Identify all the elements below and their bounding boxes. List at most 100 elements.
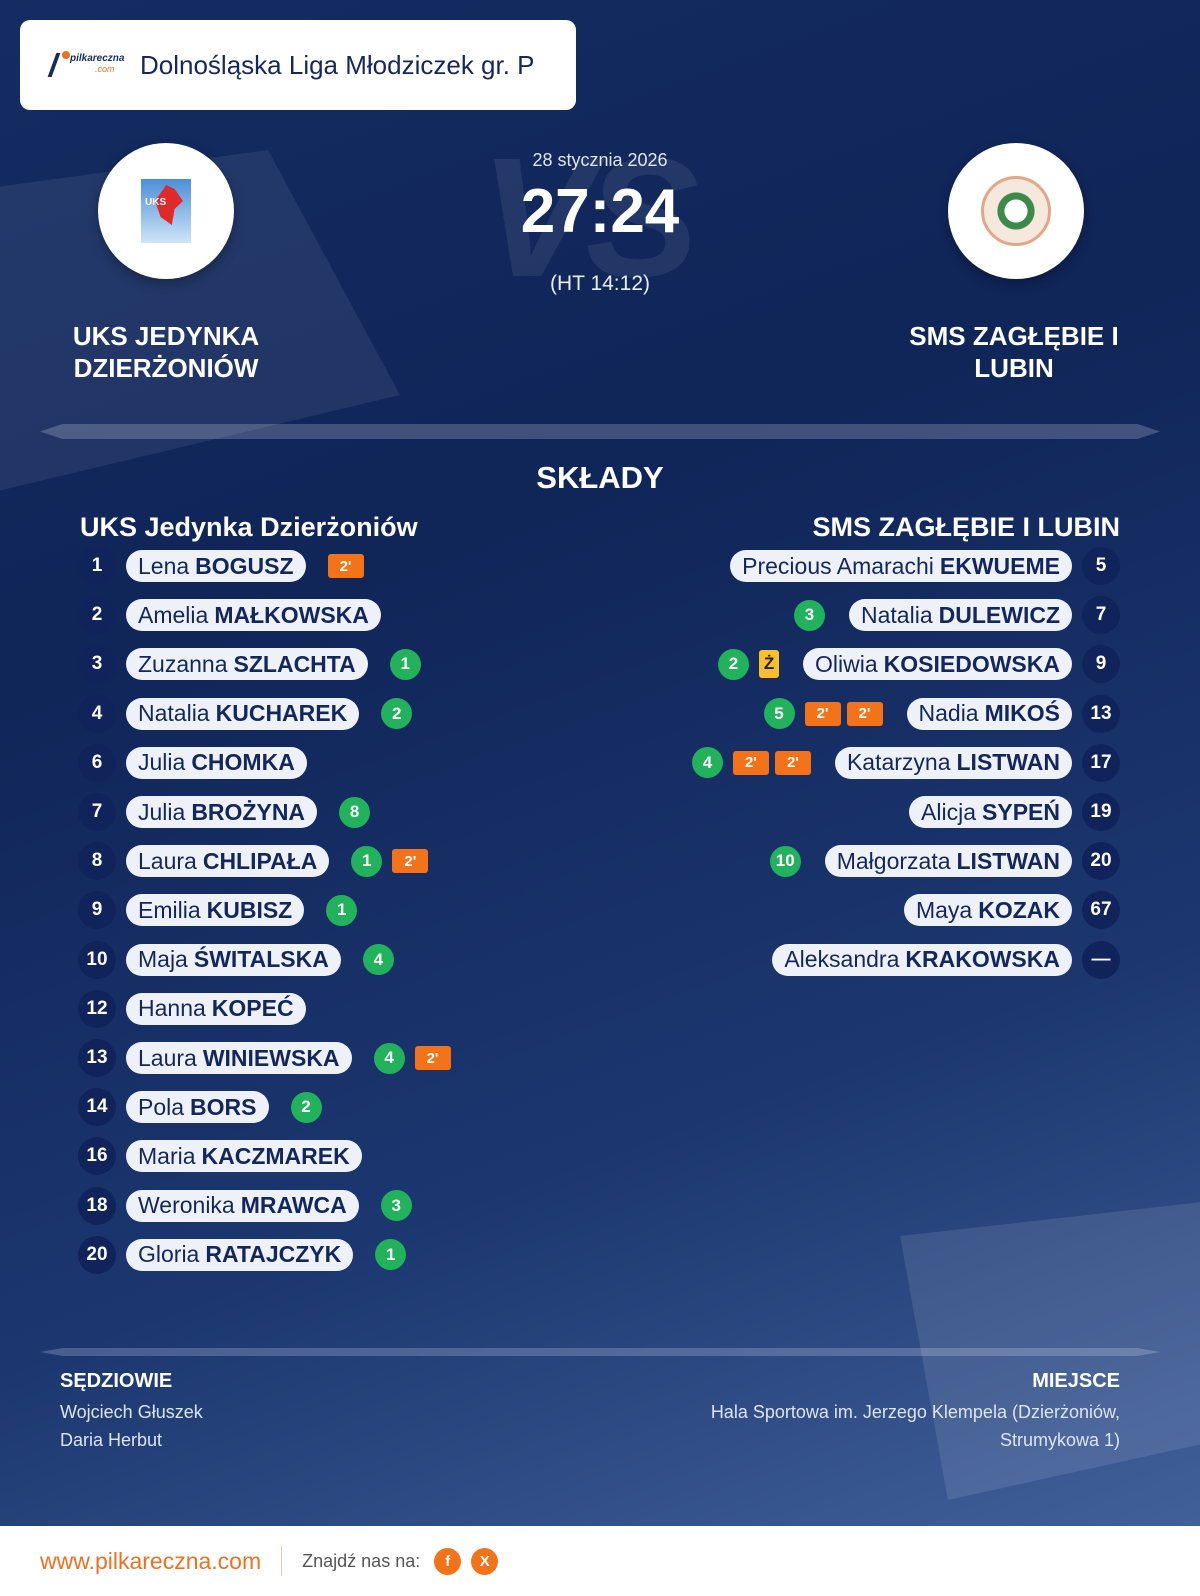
- pilkareczna-logo[interactable]: pilkareczna .com: [47, 51, 124, 79]
- find-us-label: Znajdź nas na:: [302, 1550, 421, 1571]
- suspension-badge: 2': [846, 701, 883, 726]
- player-number: 1: [78, 547, 116, 585]
- site-link[interactable]: www.pilkareczna.com: [40, 1547, 262, 1574]
- player-events: 10: [769, 845, 801, 877]
- match-card: pilkareczna .com Dolnośląska Liga Młodzic…: [0, 0, 1200, 1526]
- player-name[interactable]: Pola BORS: [126, 1091, 269, 1124]
- player-last-name: LISTWAN: [956, 847, 1061, 874]
- player-events: 4 2' 2': [691, 747, 811, 779]
- suspension-badge: 2': [804, 701, 841, 726]
- player-row: 2 Ż Oliwia KOSIEDOWSKA 9: [718, 645, 1120, 684]
- player-events: 2: [381, 698, 413, 730]
- player-last-name: KOZAK: [978, 896, 1060, 923]
- player-name[interactable]: Katarzyna LISTWAN: [834, 746, 1072, 779]
- goals-badge: 4: [691, 747, 723, 779]
- player-name[interactable]: Alicja SYPEŃ: [909, 796, 1072, 828]
- player-name[interactable]: Laura WINIEWSKA: [126, 1042, 352, 1074]
- suspension-badge: 2': [392, 849, 429, 874]
- goals-badge: 3: [794, 599, 826, 631]
- referees-label: SĘDZIOWIE: [60, 1370, 173, 1392]
- player-name[interactable]: Nadia MIKOŚ: [906, 697, 1072, 730]
- player-events: 1 2': [351, 845, 429, 877]
- player-name[interactable]: Laura CHLIPAŁA: [126, 845, 330, 878]
- player-name[interactable]: Maja ŚWITALSKA: [126, 943, 341, 976]
- player-name[interactable]: Hanna KOPEĆ: [126, 992, 306, 1025]
- player-name[interactable]: Zuzanna SZLACHTA: [126, 648, 368, 681]
- yellow-card-badge: Ż: [759, 650, 780, 679]
- goals-badge: 1: [351, 845, 383, 877]
- player-last-name: KRAKOWSKA: [905, 946, 1060, 973]
- player-name[interactable]: Weronika MRAWCA: [126, 1189, 359, 1222]
- player-row: 8 Laura CHLIPAŁA 1 2': [78, 842, 429, 881]
- goals-badge: 2: [718, 648, 750, 680]
- player-last-name: KOPEĆ: [211, 995, 294, 1022]
- divider: [40, 424, 1160, 439]
- match-date: 28 stycznia 2026: [532, 150, 668, 170]
- player-name[interactable]: Julia BROŻYNA: [126, 796, 318, 828]
- player-name[interactable]: Aleksandra KRAKOWSKA: [772, 943, 1072, 976]
- player-number: 13: [78, 1039, 116, 1077]
- x-icon[interactable]: X: [471, 1547, 499, 1575]
- goals-badge: 4: [362, 944, 394, 976]
- away-lineup-title: SMS ZAGŁĘBIE I LUBIN: [812, 512, 1120, 542]
- player-last-name: SZLACHTA: [233, 650, 356, 677]
- player-first-name: Hanna: [138, 995, 206, 1022]
- player-first-name: Zuzanna: [138, 650, 228, 677]
- venue-label: MIEJSCE: [1032, 1370, 1120, 1392]
- player-number: 67: [1082, 891, 1120, 930]
- player-events: 5 2' 2': [763, 698, 883, 730]
- player-events: 3: [380, 1190, 412, 1222]
- final-score: 27:24: [520, 177, 680, 246]
- away-crest-image: [981, 176, 1051, 246]
- player-first-name: Emilia: [138, 896, 201, 923]
- player-name[interactable]: Natalia DULEWICZ: [849, 599, 1072, 632]
- facebook-icon[interactable]: f: [434, 1547, 462, 1575]
- player-name[interactable]: Precious Amarachi EKWUEME: [730, 550, 1072, 582]
- player-first-name: Aleksandra: [784, 946, 900, 973]
- separator: [281, 1546, 283, 1576]
- player-first-name: Precious Amarachi: [742, 552, 934, 579]
- player-row: 4 2' 2' Katarzyna LISTWAN 17: [691, 743, 1120, 782]
- player-name[interactable]: Maria KACZMAREK: [126, 1140, 362, 1173]
- player-name[interactable]: Julia CHOMKA: [126, 746, 307, 779]
- player-row: 20 Gloria RATAJCZYK 1: [78, 1235, 407, 1274]
- suspension-badge: 2': [327, 554, 364, 578]
- player-row: 13 Laura WINIEWSKA 4 2': [78, 1039, 451, 1077]
- player-name[interactable]: Emilia KUBISZ: [126, 894, 305, 927]
- player-last-name: SYPEŃ: [982, 798, 1060, 825]
- player-number: 5: [1082, 547, 1120, 585]
- player-first-name: Oliwia: [815, 650, 878, 677]
- player-first-name: Nadia: [918, 700, 979, 727]
- player-name[interactable]: Maya KOZAK: [903, 894, 1072, 927]
- player-row: 10 Maja ŚWITALSKA 4: [78, 940, 394, 979]
- footer: www.pilkareczna.com Znajdź nas na: f X: [0, 1526, 1200, 1596]
- goals-badge: 2: [290, 1091, 322, 1123]
- player-number: 19: [1082, 793, 1120, 831]
- player-row: 10 Małgorzata LISTWAN 20: [769, 842, 1120, 881]
- player-name[interactable]: Oliwia KOSIEDOWSKA: [803, 648, 1072, 681]
- player-first-name: Maya: [915, 896, 973, 923]
- player-number: 6: [78, 743, 116, 782]
- goals-badge: 1: [375, 1239, 407, 1271]
- player-number: 20: [1082, 842, 1120, 881]
- player-last-name: KOSIEDOWSKA: [883, 650, 1060, 677]
- player-events: 2: [290, 1091, 322, 1123]
- player-name[interactable]: Gloria RATAJCZYK: [126, 1238, 354, 1271]
- player-row: Aleksandra KRAKOWSKA —: [748, 940, 1120, 979]
- player-first-name: Lena: [138, 552, 190, 579]
- player-number: 9: [1082, 645, 1120, 684]
- player-events: 1: [389, 648, 421, 680]
- player-row: 12 Hanna KOPEĆ: [78, 989, 328, 1028]
- player-name[interactable]: Małgorzata LISTWAN: [824, 845, 1072, 878]
- player-first-name: Natalia: [861, 601, 933, 628]
- player-row: Alicja SYPEŃ 19: [885, 793, 1120, 831]
- goals-badge: 4: [373, 1042, 405, 1074]
- player-number: 3: [78, 645, 116, 684]
- player-name[interactable]: Natalia KUCHAREK: [126, 697, 360, 730]
- player-name[interactable]: Amelia MAŁKOWSKA: [126, 599, 381, 632]
- player-last-name: KUBISZ: [206, 896, 293, 923]
- player-name[interactable]: Lena BOGUSZ: [126, 550, 306, 582]
- player-last-name: EKWUEME: [939, 552, 1060, 579]
- decor-shape: [900, 1200, 1200, 1500]
